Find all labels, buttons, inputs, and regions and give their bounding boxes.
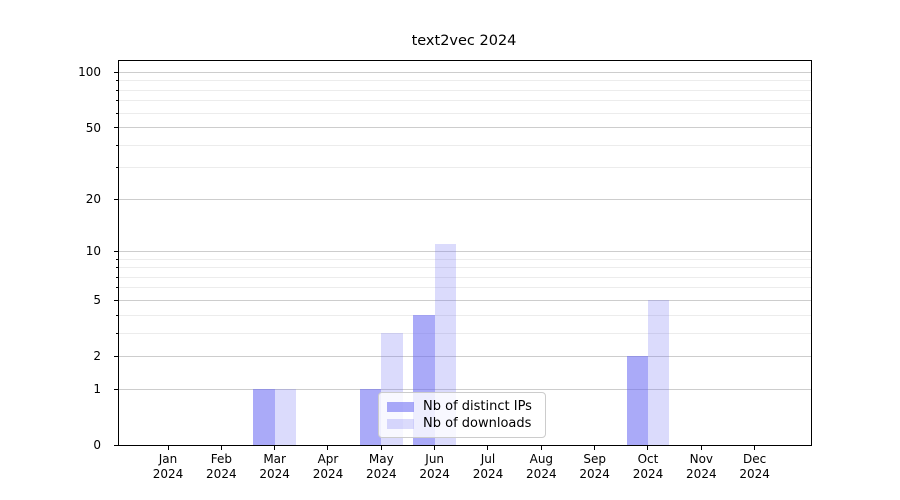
x-tick-feb: [220, 445, 222, 450]
gridline-minor-30: [119, 167, 811, 169]
x-tick-label-oct: Oct 2024: [632, 452, 664, 481]
x-tick-jan: [167, 445, 169, 450]
gridline-major-2: [119, 355, 811, 357]
gridline-minor-7: [119, 276, 811, 278]
y-tick-1: [114, 388, 119, 390]
bar-nb-of-downloads-oct: [647, 300, 670, 445]
y-minortick-3: [116, 332, 119, 334]
y-tick-label-1: 1: [93, 382, 101, 397]
y-tick-label-0: 0: [93, 438, 101, 452]
gridline-major-50: [119, 127, 811, 129]
y-minortick-80: [116, 89, 119, 91]
gridline-minor-8: [119, 267, 811, 269]
y-tick-5: [114, 299, 119, 301]
x-tick-oct: [647, 445, 649, 450]
x-tick-mar: [274, 445, 276, 450]
y-tick-0: [114, 444, 119, 446]
x-tick-label-nov: Nov 2024: [686, 452, 717, 481]
gridline-major-20: [119, 198, 811, 200]
y-tick-label-20: 20: [85, 192, 101, 207]
x-tick-label-feb: Feb 2024: [206, 452, 237, 481]
x-tick-jun: [434, 445, 436, 450]
gridline-major-10: [119, 250, 811, 252]
y-tick-100: [114, 71, 119, 73]
gridline-major-1: [119, 388, 811, 390]
y-axis: 0 1 2 5 10 20 50 100: [78, 61, 811, 452]
x-tick-sep: [594, 445, 596, 450]
y-minortick-4: [116, 314, 119, 316]
legend-item-downloads: Nb of downloads: [387, 416, 537, 432]
y-tick-label-2: 2: [93, 349, 101, 364]
chart-title: text2vec 2024: [411, 33, 517, 49]
y-minortick-6: [116, 287, 119, 289]
bar-nb-of-distinct-ips-oct: [626, 356, 648, 445]
y-tick-label-10: 10: [85, 244, 101, 259]
gridline-minor-4: [119, 314, 811, 316]
x-axis: Jan 2024 Feb 2024 Mar 2024 Apr 2024 May 2024…: [119, 61, 811, 481]
bar-nb-of-distinct-ips-mar: [253, 389, 275, 445]
legend-item-distinct-ips: Nb of distinct IPs: [387, 399, 537, 415]
legend-swatch-downloads: [387, 419, 414, 429]
legend-label-downloads: Nb of downloads: [423, 416, 532, 431]
bar-nb-of-downloads-mar: [274, 389, 296, 445]
x-tick-label-jun: Jun 2024: [419, 452, 450, 481]
legend-label-distinct-ips: Nb of distinct IPs: [423, 399, 532, 414]
x-tick-label-may: May 2024: [366, 452, 397, 481]
x-tick-apr: [327, 445, 329, 450]
y-minortick-8: [116, 267, 119, 269]
x-tick-label-jan: Jan 2024: [152, 452, 184, 481]
y-minortick-90: [116, 80, 119, 82]
grid-layer: [119, 61, 811, 445]
gridline-minor-40: [119, 144, 811, 146]
y-minortick-30: [116, 167, 119, 169]
y-tick-20: [114, 198, 119, 200]
y-minortick-60: [116, 112, 119, 114]
gridline-minor-3: [119, 332, 811, 334]
gridline-major-5: [119, 299, 811, 301]
y-tick-label-5: 5: [93, 293, 101, 308]
y-tick-label-50: 50: [85, 120, 101, 135]
legend: Nb of distinct IPs Nb of downloads: [378, 392, 546, 438]
x-tick-jul: [487, 445, 489, 450]
x-tick-label-aug: Aug 2024: [526, 452, 557, 481]
x-tick-label-jul: Jul 2024: [472, 452, 504, 481]
bar-nb-of-distinct-ips-may: [360, 389, 382, 445]
plot-area: 0 1 2 5 10 20 50 100 Jan 2024 Feb 2024 Mar 2024 Ap…: [78, 60, 812, 481]
y-minortick-40: [116, 144, 119, 146]
gridline-minor-6: [119, 287, 811, 289]
y-minortick-70: [116, 100, 119, 102]
x-tick-label-apr: Apr 2024: [312, 452, 344, 481]
x-tick-label-dec: Dec 2024: [739, 452, 770, 481]
legend-swatch-distinct-ips: [387, 402, 414, 412]
gridline-minor-70: [119, 100, 811, 102]
x-tick-nov: [700, 445, 702, 450]
x-tick-aug: [540, 445, 542, 450]
x-tick-label-mar: Mar 2024: [259, 452, 290, 481]
gridline-major-100: [119, 71, 811, 73]
gridline-minor-90: [119, 80, 811, 82]
y-tick-label-100: 100: [78, 65, 101, 80]
x-tick-may: [380, 445, 382, 450]
gridline-minor-80: [119, 89, 811, 91]
y-tick-50: [114, 127, 119, 129]
x-tick-label-sep: Sep 2024: [579, 452, 610, 481]
gridline-minor-60: [119, 112, 811, 114]
gridline-minor-9: [119, 258, 811, 260]
x-tick-dec: [754, 445, 756, 450]
y-minortick-7: [116, 276, 119, 278]
y-tick-2: [114, 355, 119, 357]
y-tick-10: [114, 250, 119, 252]
y-minortick-9: [116, 258, 119, 260]
